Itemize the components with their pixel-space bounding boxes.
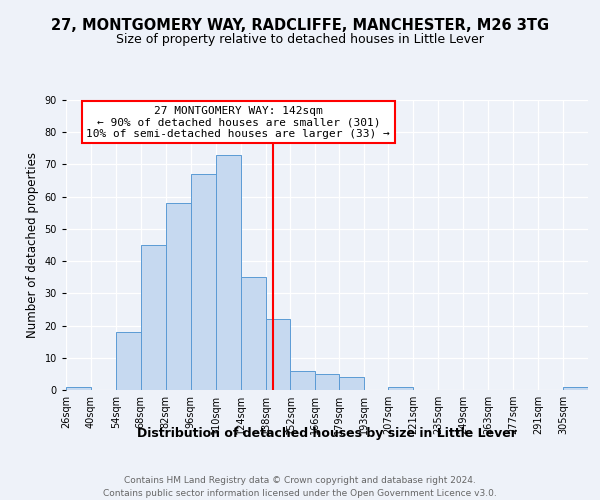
Text: Contains HM Land Registry data © Crown copyright and database right 2024.
Contai: Contains HM Land Registry data © Crown c…	[103, 476, 497, 498]
Bar	[241, 277, 266, 390]
Text: Size of property relative to detached houses in Little Lever: Size of property relative to detached ho…	[116, 32, 484, 46]
Bar	[563, 387, 588, 390]
Text: 27 MONTGOMERY WAY: 142sqm
← 90% of detached houses are smaller (301)
10% of semi: 27 MONTGOMERY WAY: 142sqm ← 90% of detac…	[86, 106, 390, 139]
Y-axis label: Number of detached properties: Number of detached properties	[26, 152, 39, 338]
Bar	[290, 370, 316, 390]
Bar	[266, 319, 290, 390]
Bar	[66, 387, 91, 390]
Bar	[141, 245, 166, 390]
Text: 27, MONTGOMERY WAY, RADCLIFFE, MANCHESTER, M26 3TG: 27, MONTGOMERY WAY, RADCLIFFE, MANCHESTE…	[51, 18, 549, 32]
Bar	[191, 174, 215, 390]
Bar	[388, 387, 413, 390]
Bar	[166, 203, 191, 390]
Bar	[316, 374, 338, 390]
Bar	[116, 332, 141, 390]
Bar	[215, 155, 241, 390]
Text: Distribution of detached houses by size in Little Lever: Distribution of detached houses by size …	[137, 428, 517, 440]
Bar	[338, 377, 364, 390]
